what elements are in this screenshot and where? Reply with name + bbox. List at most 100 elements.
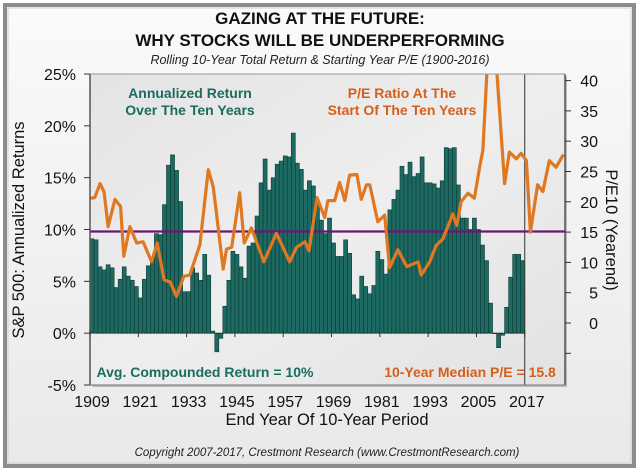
y-tick-label: 25% — [44, 67, 76, 84]
return-bar — [250, 242, 256, 334]
y2-tick-label: 40 — [580, 74, 598, 91]
return-bar — [299, 169, 304, 334]
return-bar — [125, 275, 131, 334]
return-bar — [307, 180, 312, 334]
y-tick-label: 5% — [53, 274, 76, 291]
x-axis-ticks: 1909 1921 1933 1945 1957 1969 1981 1993 2005 2017 — [74, 330, 545, 411]
x-tick-label: 2017 — [509, 394, 545, 411]
return-bar — [516, 254, 522, 334]
return-bar — [262, 158, 268, 334]
return-bar — [375, 250, 381, 334]
return-bar — [226, 279, 232, 334]
return-bar — [403, 174, 409, 334]
return-bar — [339, 256, 344, 334]
return-bar — [419, 156, 425, 334]
right-axis-ticks: 40 35 30 25 20 15 10 5 0 — [565, 74, 598, 354]
return-bar — [133, 286, 139, 334]
return-bar — [484, 260, 489, 334]
return-bar — [146, 265, 151, 334]
y-tick-label: 20% — [44, 119, 76, 136]
returns-annotation-line-2: Over The Ten Years — [125, 102, 255, 118]
return-bar — [355, 298, 361, 334]
return-bar — [472, 217, 477, 334]
return-bar — [435, 187, 441, 334]
return-bar — [447, 148, 453, 334]
return-bar — [443, 147, 449, 334]
return-bar — [460, 217, 465, 334]
x-tick-label: 1981 — [364, 394, 400, 411]
return-bar — [218, 332, 224, 339]
avg-return-annotation: Avg. Compounded Return = 10% — [97, 364, 314, 380]
return-bar — [150, 257, 155, 334]
median-pe-annotation: 10-Year Median P/E = 15.8 — [384, 364, 556, 380]
return-bar — [480, 244, 485, 334]
left-axis-title: S&P 500: Annualized Returns — [10, 121, 28, 338]
y2-tick-label: 20 — [580, 195, 598, 212]
return-bar — [105, 264, 111, 334]
return-bar — [387, 209, 393, 334]
return-bar — [468, 229, 473, 334]
return-bar — [186, 291, 191, 334]
return-bar — [254, 215, 260, 334]
return-bar — [351, 294, 356, 334]
return-bar — [411, 176, 417, 334]
return-bar — [488, 302, 493, 334]
return-bar — [371, 285, 377, 334]
return-bar — [286, 156, 292, 334]
right-axis-title: P/E10 (Yearend) — [602, 169, 620, 290]
return-bar — [246, 245, 252, 334]
return-bar — [121, 266, 127, 334]
return-bar — [198, 279, 204, 334]
return-bar — [431, 183, 437, 334]
chart-title-line-1: GAZING AT THE FUTURE: — [215, 9, 425, 28]
return-bar — [335, 256, 340, 334]
y-tick-label: -5% — [48, 378, 76, 395]
x-axis-title: End Year Of 10-Year Period — [225, 411, 428, 429]
return-bar — [303, 189, 308, 334]
pe-annotation-line-1: P/E Ratio At The — [348, 85, 457, 101]
x-tick-label: 1957 — [267, 394, 303, 411]
return-bar — [319, 219, 324, 334]
return-bar — [129, 279, 135, 334]
return-bar — [439, 180, 445, 334]
y2-tick-label: 5 — [589, 286, 598, 303]
return-bar — [395, 189, 401, 334]
return-bar — [323, 233, 328, 334]
return-bar — [331, 242, 336, 334]
return-bar — [347, 253, 352, 334]
outer-frame-inner-edge — [7, 7, 632, 464]
return-bar — [315, 203, 320, 334]
return-bar — [194, 272, 199, 334]
y2-tick-label: 30 — [580, 134, 598, 151]
return-bar — [182, 291, 187, 334]
return-bar — [214, 332, 220, 353]
return-bar — [113, 287, 119, 334]
x-tick-label: 1933 — [171, 394, 207, 411]
return-bar — [282, 155, 288, 334]
return-bar — [206, 274, 212, 334]
return-bar — [451, 147, 457, 334]
chart-title-line-2: WHY STOCKS WILL BE UNDERPERFORMING — [135, 31, 504, 50]
return-bar — [202, 254, 208, 334]
return-bar — [174, 170, 179, 334]
return-bar — [363, 286, 369, 334]
return-bar — [327, 217, 332, 334]
y2-tick-label: 10 — [580, 255, 598, 272]
return-bar — [93, 239, 99, 334]
return-bar — [496, 332, 501, 348]
y-tick-label: 0% — [53, 326, 76, 343]
return-bar — [399, 165, 405, 334]
x-tick-label: 1993 — [412, 394, 448, 411]
y-tick-label: 15% — [44, 171, 76, 188]
return-bar — [101, 269, 107, 334]
return-bar — [109, 267, 115, 334]
return-bar — [423, 182, 429, 334]
returns-annotation-line-1: Annualized Return — [128, 85, 252, 101]
return-bar — [512, 254, 517, 334]
x-tick-label: 1909 — [74, 394, 110, 411]
x-tick-label: 1945 — [219, 394, 255, 411]
return-bar — [504, 306, 509, 334]
return-bar — [170, 154, 175, 334]
return-bar — [234, 254, 240, 334]
